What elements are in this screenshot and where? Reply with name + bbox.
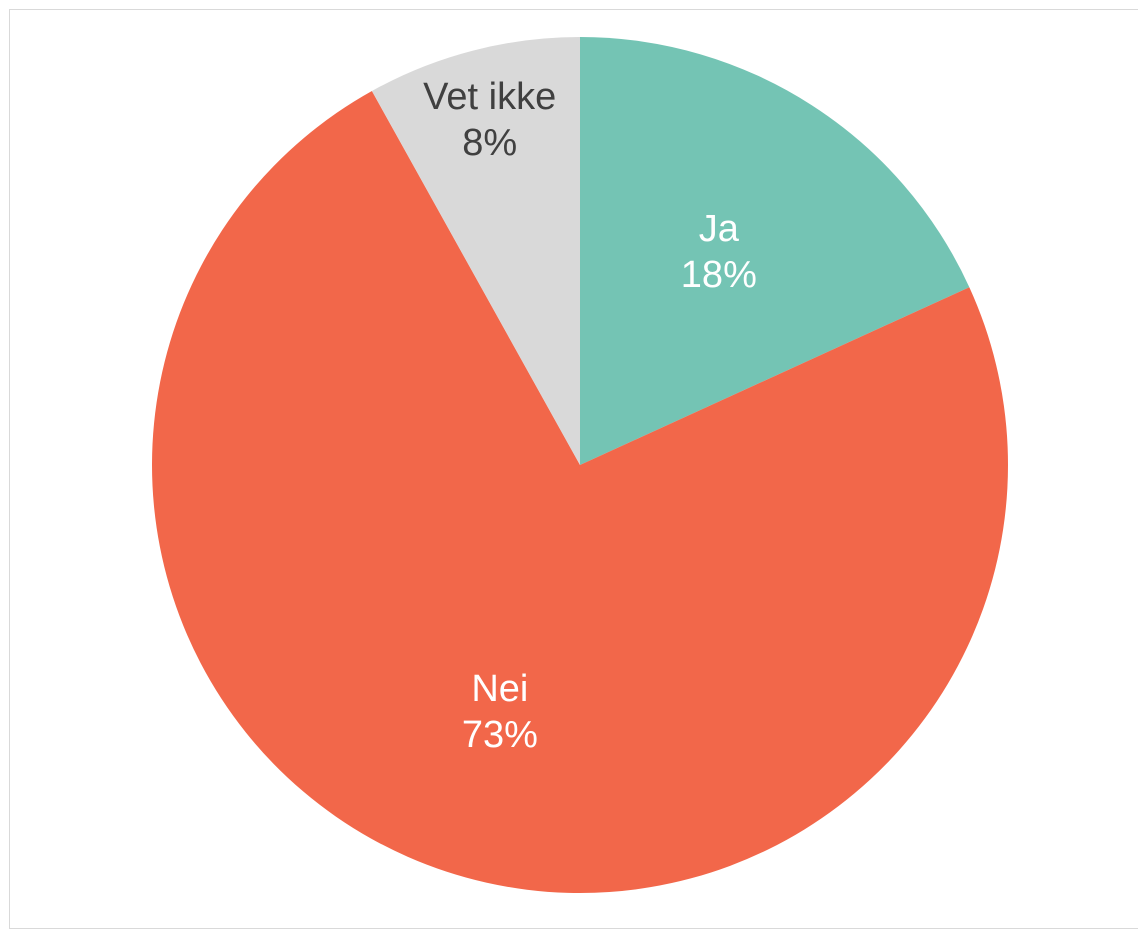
pie-slice-nei bbox=[152, 90, 1008, 893]
slice-label-ja: Ja 18% bbox=[681, 208, 757, 296]
pie-slice-vet-ikke bbox=[371, 37, 580, 465]
pie-labels: Ja 18% Nei 73% Vet ikke 8% bbox=[423, 76, 757, 756]
slice-category-label: Ja bbox=[699, 208, 740, 250]
pie-slice-ja bbox=[580, 37, 970, 465]
slice-label-vet-ikke: Vet ikke 8% bbox=[423, 76, 556, 164]
slice-value-label: 73% bbox=[462, 714, 538, 756]
slice-category-label: Nei bbox=[471, 668, 528, 710]
pie-slices bbox=[152, 37, 1008, 893]
slice-label-nei: Nei 73% bbox=[462, 668, 538, 756]
slice-category-label: Vet ikke bbox=[423, 76, 556, 118]
slice-value-label: 18% bbox=[681, 254, 757, 296]
slice-value-label: 8% bbox=[462, 122, 517, 164]
